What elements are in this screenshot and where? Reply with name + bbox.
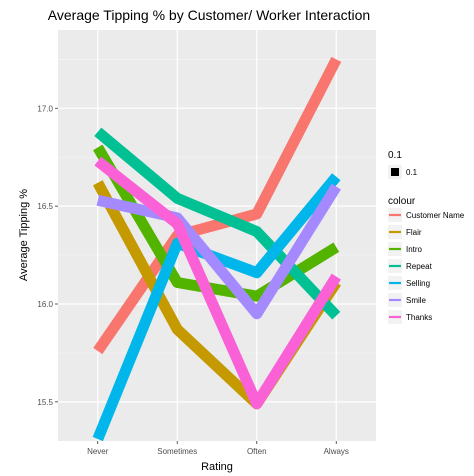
y-tick-label: 17.0: [37, 104, 53, 113]
x-axis: Never Sometimes Often Always: [87, 441, 349, 456]
legend-label-smile: Smile: [406, 296, 427, 305]
series-line-thanks: [94, 156, 341, 410]
size-legend-swatch: [391, 168, 399, 176]
legend-label-customer-name: Customer Name: [406, 211, 465, 220]
legend-label-flair: Flair: [406, 228, 422, 237]
x-tick-label: Often: [247, 447, 267, 456]
size-legend-title: 0.1: [388, 150, 402, 161]
legend-label-intro: Intro: [406, 245, 423, 254]
series-line-smile: [96, 183, 341, 320]
legend-label-repeat: Repeat: [406, 262, 433, 271]
colour-legend-title: colour: [388, 196, 416, 207]
x-tick-label: Sometimes: [157, 447, 197, 456]
x-axis-title: Rating: [201, 461, 233, 473]
colour-legend: colour Customer Name Flair Intro Repeat Sell…: [388, 196, 465, 324]
y-axis-title: Average Tipping %: [18, 189, 30, 281]
size-legend-label: 0.1: [406, 168, 418, 177]
series-line-repeat: [94, 127, 341, 320]
chart-title: Average Tipping % by Customer/ Worker In…: [48, 7, 370, 23]
series-line-customer-name: [93, 56, 342, 355]
series-layer: [92, 56, 342, 442]
plot-panel: [58, 30, 376, 441]
y-tick-label: 15.5: [37, 398, 53, 407]
legend-label-thanks: Thanks: [406, 313, 432, 322]
colour-legend-items: Customer Name Flair Intro Repeat Selling Smil…: [388, 208, 465, 324]
x-tick-label: Never: [87, 447, 109, 456]
y-axis: 15.5 16.0 16.5 17.0: [37, 104, 58, 407]
size-legend: 0.1 0.1: [388, 150, 418, 179]
x-tick-label: Always: [324, 447, 349, 456]
y-tick-label: 16.5: [37, 202, 53, 211]
y-tick-label: 16.0: [37, 300, 53, 309]
legend-label-selling: Selling: [406, 279, 430, 288]
